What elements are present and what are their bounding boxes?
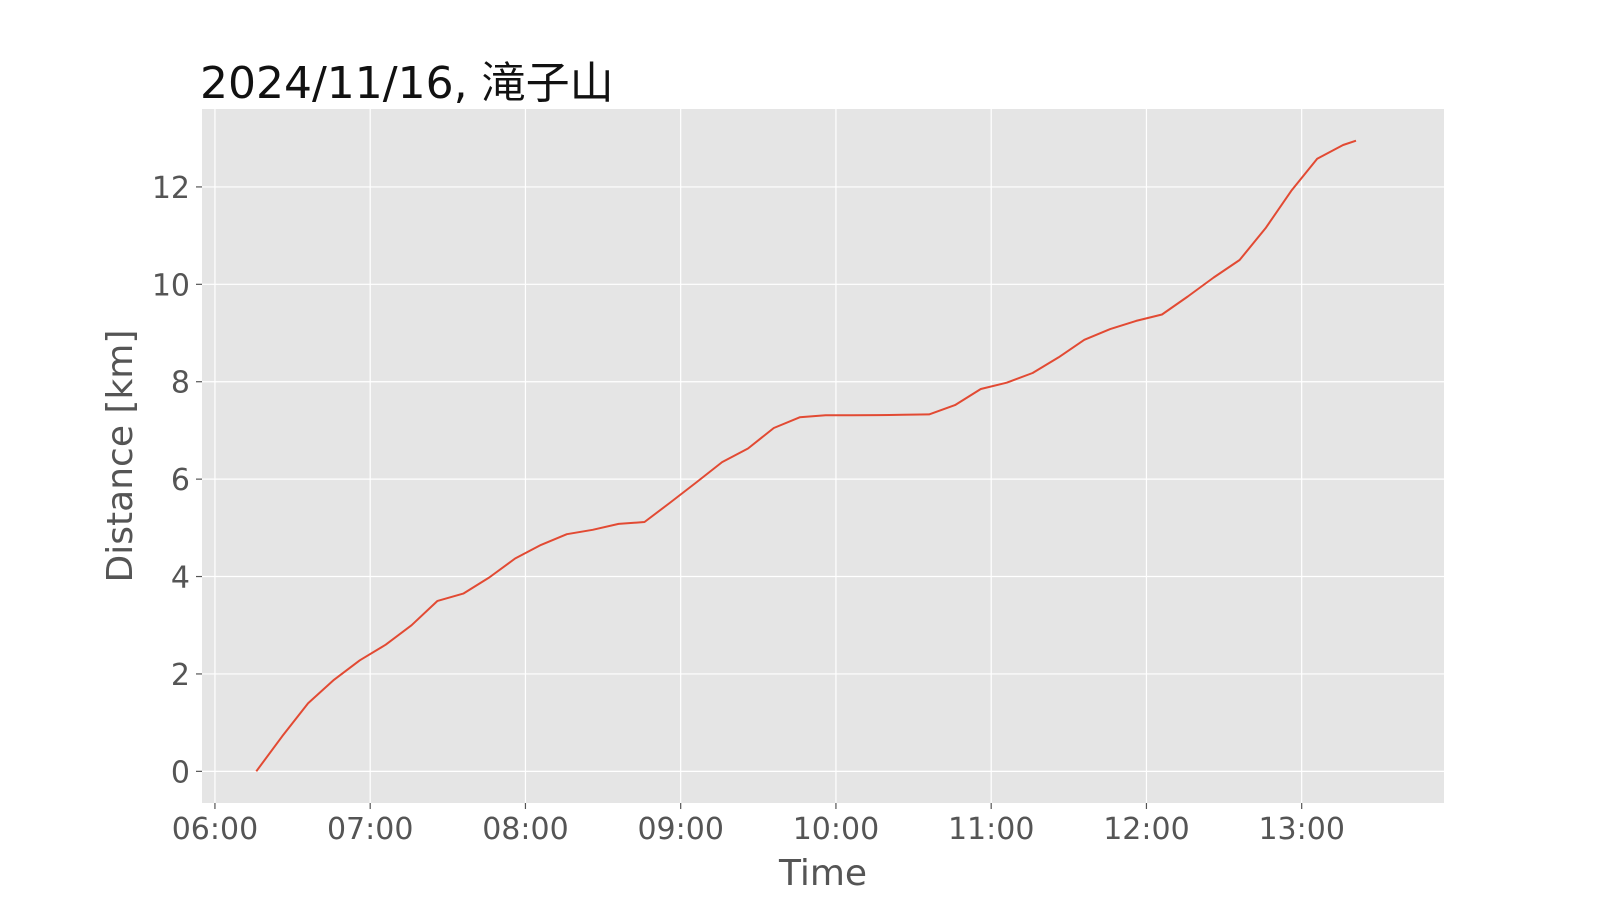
y-tick-label: 0	[171, 755, 190, 790]
x-tick-label: 06:00	[172, 812, 258, 847]
x-tick-label: 07:00	[327, 812, 413, 847]
y-tick-label: 6	[171, 463, 190, 498]
y-axis-label: Distance [km]	[100, 330, 141, 583]
y-tick-label: 12	[152, 171, 190, 206]
series-layer	[255, 139, 1357, 772]
axis-ticks: 06:00 07:00 08:00 09:00 10:00 11:00 12:00 13:00…	[152, 171, 1345, 847]
series-line	[255, 139, 1357, 772]
y-tick-label: 2	[171, 658, 190, 693]
y-tick-label: 4	[171, 561, 190, 596]
x-tick-label: 09:00	[637, 812, 723, 847]
x-tick-label: 08:00	[482, 812, 568, 847]
x-axis-label: Time	[778, 853, 867, 894]
x-tick-label: 12:00	[1103, 812, 1189, 847]
grid-lines	[202, 109, 1444, 803]
x-tick-label: 13:00	[1258, 812, 1344, 847]
plot-area	[202, 109, 1444, 803]
y-tick-label: 8	[171, 366, 190, 401]
x-tick-label: 11:00	[948, 812, 1034, 847]
x-tick-label: 10:00	[793, 812, 879, 847]
chart-title: 2024/11/16, 滝子山	[200, 58, 614, 109]
y-tick-label: 10	[152, 268, 190, 303]
